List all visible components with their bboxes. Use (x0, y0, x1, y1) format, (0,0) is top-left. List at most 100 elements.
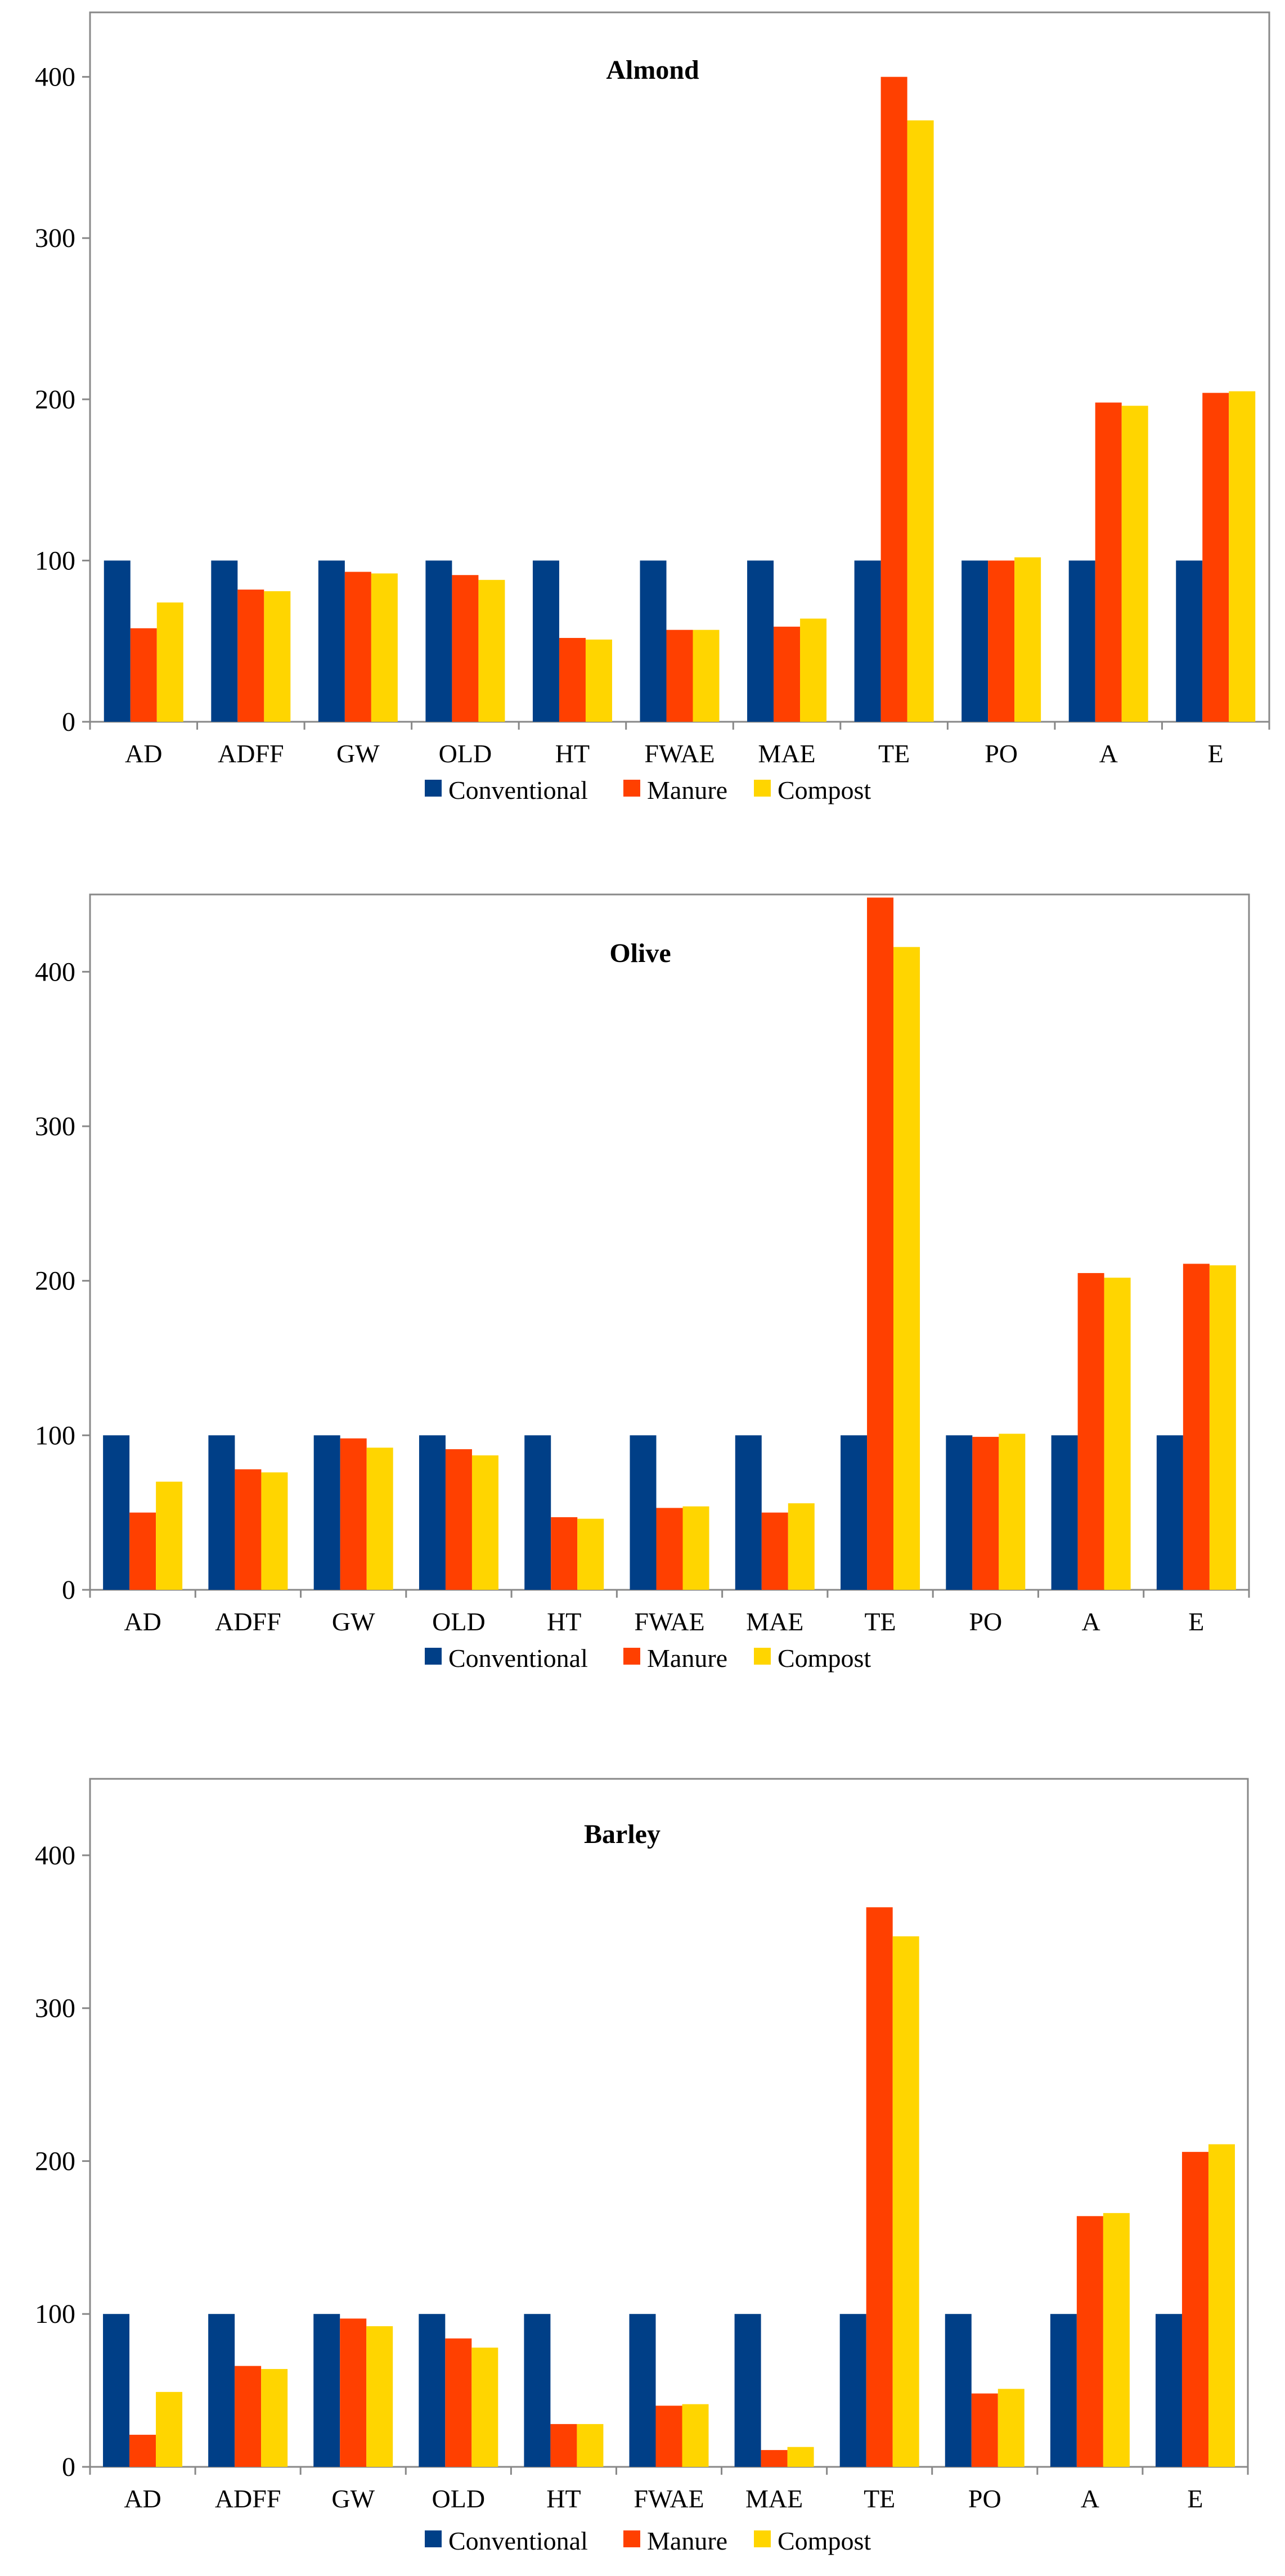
x-tick-label: E (1188, 1607, 1204, 1636)
bar-conventional-e (1176, 560, 1203, 722)
bar-compost-adff (264, 591, 291, 722)
x-tick-label: MAE (745, 2484, 803, 2513)
chart-title: Almond (606, 55, 699, 85)
bar-conventional-fwae (640, 560, 667, 722)
x-tick-label: FWAE (633, 2484, 704, 2513)
bar-compost-te (893, 947, 920, 1590)
x-tick-label: OLD (432, 1607, 486, 1636)
x-tick-label: AD (125, 739, 162, 768)
legend-swatch-compost (754, 1648, 771, 1665)
bar-compost-e (1229, 391, 1256, 722)
bar-manure-ad (130, 628, 157, 722)
y-tick-label: 300 (35, 223, 75, 253)
bar-manure-adff (235, 2366, 262, 2467)
bar-compost-mae (788, 1503, 815, 1590)
bar-conventional-fwae (630, 1435, 657, 1590)
x-tick-label: PO (968, 2484, 1001, 2513)
bar-conventional-te (841, 1435, 868, 1590)
bar-compost-gw (366, 2326, 393, 2467)
bar-conventional-ad (103, 2314, 130, 2467)
bar-conventional-ad (103, 1435, 130, 1590)
bar-manure-te (880, 77, 907, 722)
bar-compost-old (471, 2348, 498, 2467)
x-tick-label: OLD (439, 739, 492, 768)
bar-conventional-ht (524, 1435, 551, 1590)
y-tick-label: 200 (35, 2146, 75, 2176)
legend-label-conventional: Conventional (448, 2526, 588, 2555)
bar-conventional-old (425, 560, 452, 722)
bar-compost-gw (366, 1447, 393, 1590)
bar-manure-old (452, 575, 479, 722)
x-tick-label: AD (124, 2484, 161, 2513)
bar-manure-ht (550, 2424, 577, 2467)
bar-conventional-po (946, 1435, 973, 1590)
bar-conventional-po (961, 560, 989, 722)
x-tick-label: HT (555, 739, 590, 768)
bar-manure-fwae (655, 2406, 682, 2467)
bar-manure-te (866, 1907, 893, 2467)
bar-manure-mae (774, 626, 801, 722)
bar-compost-a (1104, 1278, 1131, 1590)
bar-manure-mae (761, 2450, 788, 2467)
bar-compost-a (1103, 2213, 1130, 2467)
legend-swatch-manure (623, 780, 640, 797)
x-tick-label: ADFF (215, 1607, 281, 1636)
bar-compost-adff (261, 1472, 288, 1590)
chart-almond: 0 100 200 300 400 AD ADFF GW OLD HT FWAE MAE TE PO A E A… (35, 11, 1270, 804)
y-tick-label: 100 (35, 1420, 75, 1450)
x-tick-label: PO (969, 1607, 1002, 1636)
x-tick-label: ADFF (218, 739, 284, 768)
y-tick-label: 400 (35, 1841, 75, 1871)
bar-manure-adff (235, 1469, 262, 1590)
bar-compost-e (1209, 1265, 1236, 1590)
bar-compost-po (999, 1433, 1026, 1590)
bar-conventional-gw (313, 1435, 340, 1590)
y-tick-label: 0 (62, 1575, 75, 1605)
legend-label-compost: Compost (778, 2526, 871, 2555)
bar-compost-mae (800, 618, 827, 722)
x-tick-label: MAE (758, 739, 815, 768)
bar-conventional-old (419, 1435, 446, 1590)
x-tick-label: GW (336, 739, 380, 768)
bar-manure-ht (559, 637, 586, 722)
bar-manure-po (988, 560, 1015, 722)
bar-manure-e (1202, 393, 1229, 722)
bar-manure-fwae (656, 1508, 683, 1590)
y-tick-label: 200 (35, 385, 75, 415)
x-tick-label: GW (331, 2484, 375, 2513)
bar-compost-ht (585, 639, 612, 722)
bar-manure-a (1077, 1273, 1104, 1590)
bar-manure-a (1076, 2216, 1103, 2467)
bar-manure-a (1095, 402, 1122, 722)
legend-label-conventional: Conventional (448, 1644, 588, 1673)
bar-conventional-po (945, 2314, 972, 2467)
x-tick-label: HT (546, 2484, 581, 2513)
bar-conventional-a (1068, 560, 1095, 722)
bar-compost-po (1014, 557, 1041, 722)
legend-label-conventional: Conventional (448, 776, 588, 804)
bar-compost-ht (577, 1518, 604, 1590)
y-tick-label: 100 (35, 2299, 75, 2329)
x-tick-label: A (1081, 2484, 1099, 2513)
legend-swatch-conventional (425, 1648, 442, 1665)
x-tick-label: TE (864, 1607, 896, 1636)
chart-title: Barley (584, 1819, 661, 1849)
bar-manure-ht (551, 1517, 578, 1590)
chart-olive: 0 100 200 300 400 AD ADFF GW OLD HT FWAE MAE TE PO A E O… (35, 893, 1250, 1673)
chart-barley: 0 100 200 300 400 AD ADFF GW OLD HT FWAE MAE TE PO A E B… (35, 1778, 1249, 2555)
legend-label-compost: Compost (778, 776, 871, 804)
bar-conventional-adff (208, 2314, 235, 2467)
bar-conventional-mae (734, 2314, 761, 2467)
bar-compost-fwae (682, 1506, 709, 1590)
bar-manure-gw (340, 1438, 367, 1590)
legend-swatch-compost (754, 780, 771, 797)
bar-compost-a (1121, 406, 1148, 722)
bar-conventional-old (419, 2314, 446, 2467)
bar-compost-fwae (682, 2404, 709, 2467)
x-tick-label: MAE (746, 1607, 803, 1636)
bar-manure-po (971, 2393, 998, 2467)
legend: Conventional Manure Compost (425, 1644, 871, 1673)
bar-manure-ad (129, 1512, 156, 1590)
bar-manure-old (445, 1449, 472, 1590)
